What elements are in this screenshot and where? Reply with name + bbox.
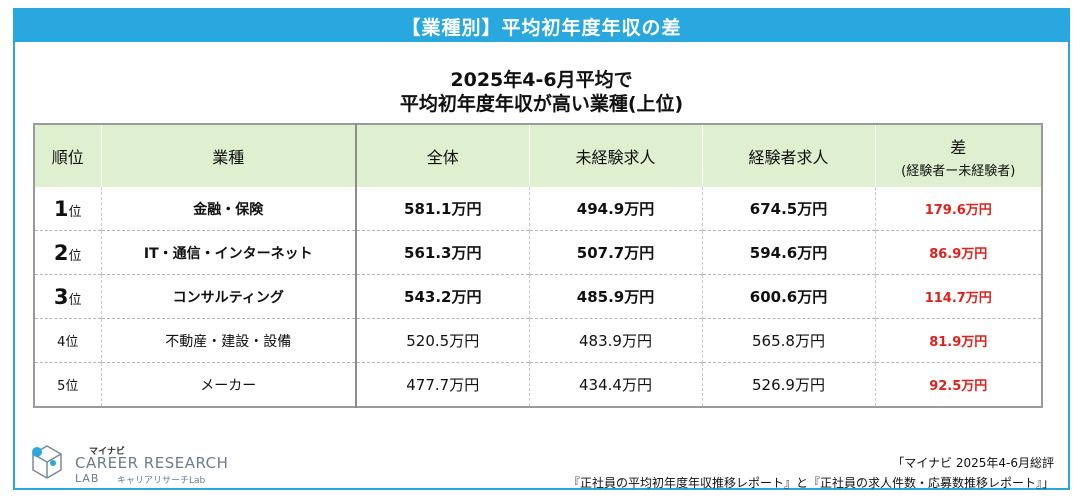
source-note: 「マイナビ 2025年4-6月総評 『正社員の平均初年度年収推移レポート』と『正… bbox=[568, 453, 1054, 493]
overall-cell: 561.3万円 bbox=[355, 230, 529, 275]
table-row: 4位 不動産・建設・設備 520.5万円 483.9万円 565.8万円 81.… bbox=[34, 318, 1042, 363]
rank-number: 4 bbox=[57, 335, 66, 350]
career-research-lab-logo: マイナビ CAREER RESEARCH LAB キャリアリサーチLab bbox=[27, 442, 247, 486]
rank-suffix: 位 bbox=[65, 335, 79, 350]
rank-number: 1 bbox=[53, 196, 69, 221]
industry-cell: 金融・保険 bbox=[100, 187, 357, 231]
inexperienced-cell: 494.9万円 bbox=[528, 187, 702, 231]
experienced-cell: 526.9万円 bbox=[701, 362, 875, 407]
header-experienced: 経験者求人 bbox=[701, 124, 875, 187]
header-overall: 全体 bbox=[355, 124, 529, 187]
rank-suffix: 位 bbox=[68, 292, 82, 308]
rank-number: 5 bbox=[57, 379, 66, 394]
inexperienced-cell: 485.9万円 bbox=[528, 274, 702, 319]
rank-cell: 3位 bbox=[34, 274, 101, 319]
diff-cell: 86.9万円 bbox=[874, 230, 1042, 275]
industry-cell: IT・通信・インターネット bbox=[100, 230, 357, 275]
diff-cell: 92.5万円 bbox=[874, 362, 1042, 407]
ranking-table: 順位 業種 全体 未経験求人 経験者求人 差 (経験者ー未経験者) 1位 金融・… bbox=[33, 123, 1043, 408]
source-line2: 『正社員の平均初年度年収推移レポート』と『正社員の求人件数・応募数推移レポート』… bbox=[567, 476, 1054, 490]
chart-title-line2: 平均初年度年収が高い業種(上位) bbox=[399, 93, 684, 115]
header-diff: 差 (経験者ー未経験者) bbox=[874, 124, 1042, 187]
header-inexperienced: 未経験求人 bbox=[528, 124, 702, 187]
table-row: 1位 金融・保険 581.1万円 494.9万円 674.5万円 179.6万円 bbox=[34, 187, 1042, 231]
inexperienced-cell: 507.7万円 bbox=[528, 230, 702, 275]
industry-cell: メーカー bbox=[100, 362, 357, 407]
rank-suffix: 位 bbox=[68, 204, 82, 220]
diff-cell: 179.6万円 bbox=[874, 187, 1042, 231]
header-diff-sub: (経験者ー未経験者) bbox=[901, 163, 1016, 179]
logo-main-text: CAREER RESEARCH bbox=[75, 454, 229, 472]
rank-cell: 2位 bbox=[34, 230, 101, 275]
header-title: 【業種別】平均初年度年収の差 bbox=[401, 16, 682, 39]
experienced-cell: 594.6万円 bbox=[701, 230, 875, 275]
table-row: 5位 メーカー 477.7万円 434.4万円 526.9万円 92.5万円 bbox=[34, 362, 1042, 407]
rank-number: 2 bbox=[53, 240, 69, 265]
overall-cell: 477.7万円 bbox=[355, 362, 529, 407]
experienced-cell: 674.5万円 bbox=[701, 187, 875, 231]
inexperienced-cell: 434.4万円 bbox=[528, 362, 702, 407]
infographic-frame: 【業種別】平均初年度年収の差 2025年4-6月平均で 平均初年度年収が高い業種… bbox=[13, 8, 1070, 490]
industry-cell: 不動産・建設・設備 bbox=[100, 318, 357, 363]
table-row: 2位 IT・通信・インターネット 561.3万円 507.7万円 594.6万円… bbox=[34, 230, 1042, 275]
experienced-cell: 565.8万円 bbox=[701, 318, 875, 363]
logo-brand-small: マイナビ bbox=[89, 447, 125, 457]
header-rank: 順位 bbox=[34, 124, 101, 187]
header-industry: 業種 bbox=[100, 124, 357, 187]
table-header-row: 順位 業種 全体 未経験求人 経験者求人 差 (経験者ー未経験者) bbox=[34, 124, 1042, 187]
rank-suffix: 位 bbox=[65, 379, 79, 394]
rank-number: 3 bbox=[53, 284, 69, 309]
diff-cell: 81.9万円 bbox=[874, 318, 1042, 363]
experienced-cell: 600.6万円 bbox=[701, 274, 875, 319]
header-diff-label: 差 bbox=[950, 137, 967, 157]
header-band: 【業種別】平均初年度年収の差 bbox=[15, 10, 1068, 42]
chart-title-line1: 2025年4-6月平均で bbox=[450, 69, 633, 91]
overall-cell: 581.1万円 bbox=[355, 187, 529, 231]
cube-logo-icon bbox=[32, 445, 62, 479]
source-line1: 「マイナビ 2025年4-6月総評 bbox=[892, 456, 1054, 470]
diff-cell: 114.7万円 bbox=[874, 274, 1042, 319]
logo-lab-text: LAB bbox=[75, 472, 100, 485]
overall-cell: 520.5万円 bbox=[355, 318, 529, 363]
industry-cell: コンサルティング bbox=[100, 274, 357, 319]
rank-cell: 5位 bbox=[34, 362, 101, 407]
overall-cell: 543.2万円 bbox=[355, 274, 529, 319]
inexperienced-cell: 483.9万円 bbox=[528, 318, 702, 363]
rank-suffix: 位 bbox=[68, 248, 82, 264]
rank-cell: 1位 bbox=[34, 187, 101, 231]
table-row: 3位 コンサルティング 543.2万円 485.9万円 600.6万円 114.… bbox=[34, 274, 1042, 319]
rank-cell: 4位 bbox=[34, 318, 101, 363]
logo-jp-text: キャリアリサーチLab bbox=[117, 476, 206, 486]
